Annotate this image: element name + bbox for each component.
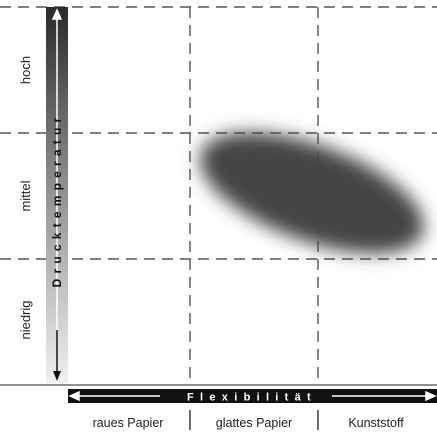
region-ellipse <box>199 132 425 254</box>
y-level-hoch: hoch <box>18 56 33 84</box>
x-axis-bar <box>68 389 437 403</box>
x-category-glattes-papier: glattes Papier <box>216 416 292 430</box>
x-axis-title: Flexibilität <box>187 392 317 404</box>
y-axis-arrow <box>51 8 63 375</box>
x-axis-arrow <box>68 390 437 402</box>
x-category-raues-papier: raues Papier <box>93 416 164 430</box>
y-level-mittel: mittel <box>18 180 33 211</box>
x-category-separators <box>189 410 319 430</box>
y-axis-title: Drucktemperatur <box>50 113 64 288</box>
x-category-kunststoff: Kunststoff <box>348 416 404 430</box>
y-level-niedrig: niedrig <box>18 300 33 339</box>
